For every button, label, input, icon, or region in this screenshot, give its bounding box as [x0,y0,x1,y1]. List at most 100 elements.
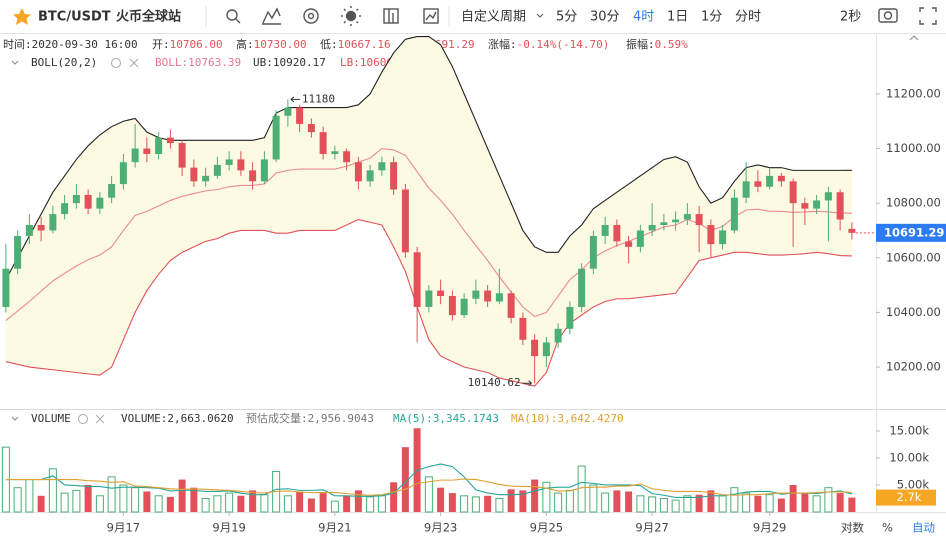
candle-body [319,132,327,154]
volume-bar [636,495,645,513]
theme-icon[interactable] [341,6,361,26]
candle-body [119,162,127,185]
collapse-arrow[interactable] [11,416,19,421]
info-item: 低:10667.16 [320,38,391,51]
price-pane: 11180 10140.62 [2,35,876,389]
percent-toggle[interactable]: % [882,521,893,535]
boll-upper-line [5,35,852,280]
candle-body [636,230,644,247]
volume-bar [565,489,574,513]
axes: 10200.00 10400.00 10600.00 10800.00 11000.00… [107,86,946,535]
volume-bar [718,495,727,513]
info-label: 涨幅: [488,38,517,51]
volume-bar [589,484,598,513]
screenshot-icon[interactable] [878,8,898,23]
symbol[interactable]: BTC/USDT [38,10,111,25]
volume-bar [107,476,116,513]
candle-body [824,192,832,201]
y-tick-label: 10800.00 [886,196,941,210]
settings-icon[interactable] [78,414,88,424]
indicator-icon[interactable] [262,7,281,25]
volume-bar [471,496,480,513]
candle-body [542,342,550,357]
refresh-rate[interactable]: 2秒 [840,10,861,25]
candle-body [178,143,186,168]
candle-body [390,162,398,190]
candle-body [730,197,738,231]
candle-body [307,123,315,133]
volume-bar [178,479,186,512]
settings-icon[interactable] [303,8,319,24]
candle-body [2,268,10,307]
volume-bar [201,497,210,513]
info-item: 振幅:0.59% [626,37,688,51]
candle-body [61,203,69,215]
info-item: 时间:2020-09-30 16:00 [3,38,138,51]
volume-bar [166,496,174,512]
candle-body [213,164,221,176]
fullscreen-icon[interactable] [919,7,937,25]
candle-body [472,290,480,299]
volume-bar [60,492,69,513]
candle-body [354,162,362,182]
log-toggle[interactable]: 对数 [841,521,864,535]
candle-body [378,162,386,171]
candle-body [284,107,292,116]
candle-body [566,306,574,329]
volume-bar [601,492,610,513]
collapse-arrow[interactable] [11,60,19,65]
volume-bar [131,487,140,513]
volume-bar [613,490,621,512]
volume-bar [190,487,198,512]
info-value: -0.14%(-14.70) [517,38,610,51]
candle-body [237,159,245,171]
period-option[interactable]: 30分 [590,10,620,25]
candle-body [143,148,151,154]
high-arrow [290,96,300,103]
info-item: 高:10730.00 [236,37,307,51]
candle-body [155,137,163,154]
period-option[interactable]: 1日 [667,10,688,25]
close-icon[interactable] [129,58,139,68]
volume-bar [249,490,257,512]
close-icon[interactable] [95,414,105,424]
volume-bar [237,495,245,512]
candle-body [742,181,750,198]
volume-bar [519,490,527,512]
collapse-arrow[interactable] [909,35,919,41]
period-option[interactable]: 1分 [701,10,722,25]
x-tick-label: 9月25 [530,521,563,535]
volume-bar [507,489,515,512]
search-icon[interactable] [226,9,241,24]
candle-body [343,151,351,163]
period-menu[interactable]: 自定义周期 [461,10,526,25]
volume-bar [377,495,386,513]
candle-body [413,252,421,307]
favorite-star[interactable] [13,8,31,25]
ma5-value: MA(5):3,345.1743 [393,412,499,425]
volume-tick-label: 10.00k [889,450,929,464]
x-tick-label: 9月27 [635,521,668,535]
period-option[interactable]: 分时 [735,10,761,25]
candle-body [448,296,456,316]
volume-tag [876,489,936,506]
volume-bar [13,487,22,513]
candle-body [613,225,621,242]
candle-body [131,148,139,163]
chart-icon[interactable] [423,8,439,24]
period-option-active[interactable]: 4时 [633,10,654,25]
x-tick-label: 9月21 [318,521,351,535]
volume-bar [143,491,151,512]
layout-icon[interactable] [383,8,399,24]
info-label: 开: [152,38,170,51]
volume-bar [319,493,327,512]
volume-bar [448,493,456,512]
volume-bar [343,495,351,512]
x-tick-label: 9月17 [107,521,140,535]
volume-name: VOLUME [31,412,71,425]
auto-toggle[interactable]: 自动 [912,521,935,535]
settings-icon[interactable] [111,58,121,68]
period-option[interactable]: 5分 [556,10,577,25]
candle-body [108,184,116,198]
info-value: 0.59% [655,38,688,51]
